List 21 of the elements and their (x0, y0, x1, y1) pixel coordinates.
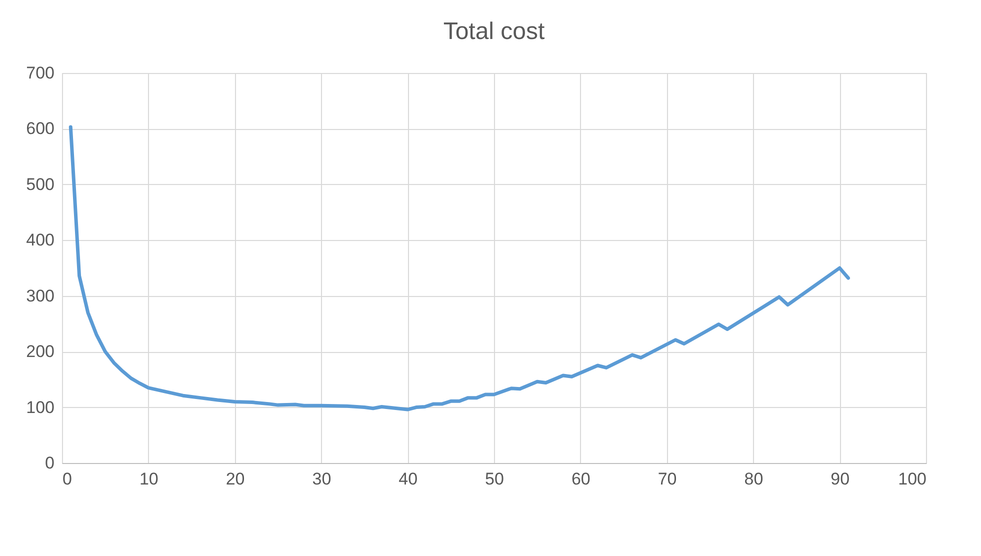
x-tick-label: 80 (744, 470, 764, 488)
y-tick-label: 500 (26, 174, 54, 194)
x-tick-label: 90 (830, 470, 850, 488)
x-tick-label: 100 (898, 470, 926, 488)
x-tick-label: 10 (139, 470, 158, 488)
x-tick-label: 50 (485, 470, 504, 488)
y-tick-label: 100 (26, 398, 54, 417)
y-tick-label: 200 (26, 342, 54, 362)
y-tick-label: 0 (45, 454, 54, 472)
chart-title: Total cost (443, 18, 546, 45)
y-tick-label: 400 (26, 230, 54, 250)
x-tick-label: 70 (658, 470, 677, 488)
x-tick-label: 20 (226, 470, 245, 488)
line-series (68, 125, 850, 412)
x-tick-label: 40 (398, 470, 418, 488)
y-tick-label: 300 (26, 286, 54, 306)
y-tick-label: 600 (26, 119, 54, 138)
x-tick-label: 60 (571, 470, 590, 488)
x-tick-label: 30 (312, 470, 332, 488)
x-tick-label: 0 (62, 470, 72, 488)
y-tick-label: 700 (26, 64, 54, 82)
